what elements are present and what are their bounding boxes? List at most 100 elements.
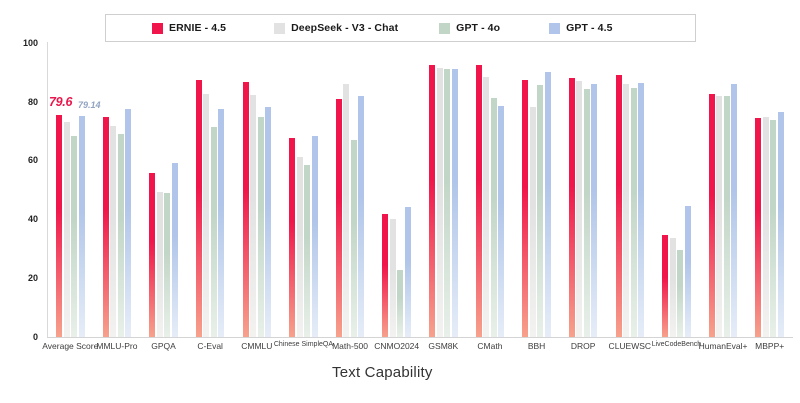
bar-GPT4o-cnmo2024	[397, 270, 404, 337]
legend: ERNIE - 4.5 DeepSeek - V3 - Chat GPT - 4…	[105, 14, 696, 42]
bar-DeepSeekV3Chat-mmlu-pro	[110, 126, 117, 337]
bar-ERNIE4.5-mmlu-pro	[102, 116, 109, 337]
bar-groups: Average Score MMLU-Pro GPQA C-Eval CMMLU Chin…	[42, 42, 793, 351]
x-tick-label: LiveCodeBench	[651, 341, 702, 348]
legend-swatch-gpt45	[549, 22, 561, 34]
bar-GPT4.5-livecodebench	[684, 205, 691, 337]
x-tick-label: MMLU-Pro	[96, 341, 138, 351]
bar-group-cluewsc: CLUEWSC	[607, 42, 654, 351]
bar-GPT4.5-bbh	[544, 71, 551, 337]
bar-GPT4o-gpqa	[164, 192, 171, 337]
bar-ERNIE4.5-average-score	[56, 114, 63, 337]
bar-ERNIE4.5-cmath	[475, 64, 482, 337]
bar-group-cmmlu: CMMLU	[234, 42, 281, 351]
y-tick-label: 80	[27, 96, 38, 107]
legend-item-gpt4o: GPT - 4o	[439, 22, 500, 34]
legend-swatch-ernie	[152, 22, 163, 34]
legend-item-ernie: ERNIE - 4.5	[152, 22, 226, 34]
bar-GPT4o-gsm8k	[444, 69, 451, 337]
bar-ERNIE4.5-bbh	[522, 79, 529, 337]
bar-DeepSeekV3Chat-cluewsc	[623, 83, 630, 337]
bar-DeepSeekV3Chat-livecodebench	[669, 237, 676, 337]
bar-DeepSeekV3Chat-gpqa	[156, 191, 163, 337]
bar-GPT4.5-math-500	[358, 95, 365, 337]
bar-ERNIE4.5-math-500	[335, 98, 342, 337]
bar-group-mmlu-pro: MMLU-Pro	[94, 42, 141, 351]
bar-GPT4.5-chinese-simpleqa	[311, 135, 318, 337]
legend-item-deepseek: DeepSeek - V3 - Chat	[274, 22, 398, 34]
legend-label-deepseek: DeepSeek - V3 - Chat	[291, 22, 399, 34]
bar-group-cnmo2024: CNMO2024	[373, 42, 420, 351]
legend-label-gpt4o: GPT - 4o	[456, 22, 501, 34]
bar-GPT4.5-humaneval-	[731, 83, 738, 337]
x-tick-label: MBPP+	[755, 341, 785, 351]
x-tick-label: C-Eval	[197, 341, 223, 351]
y-tick-label: 0	[32, 332, 38, 342]
bar-DeepSeekV3Chat-mbpp-	[762, 117, 769, 337]
legend-label-gpt45: GPT - 4.5	[566, 22, 613, 34]
bar-ERNIE4.5-gpqa	[149, 172, 156, 337]
bar-GPT4.5-average-score	[78, 116, 85, 337]
bar-GPT4o-c-eval	[210, 126, 217, 337]
x-tick-label: HumanEval+	[698, 341, 748, 351]
y-tick-label: 60	[27, 155, 38, 166]
bar-GPT4.5-mmlu-pro	[125, 109, 132, 337]
legend-item-gpt45: GPT - 4.5	[549, 22, 612, 34]
legend-label-ernie: ERNIE - 4.5	[169, 22, 227, 34]
x-tick-label: GSM8K	[428, 341, 459, 351]
bar-group-c-eval: C-Eval	[187, 42, 234, 351]
bar-GPT4.5-drop	[591, 84, 598, 337]
y-tick-label: 100	[22, 37, 38, 48]
bar-GPT4o-cmath	[490, 97, 497, 337]
x-tick-label: GPQA	[151, 341, 176, 351]
bar-ERNIE4.5-cnmo2024	[382, 213, 389, 337]
y-axis-line	[47, 42, 48, 337]
bar-GPT4.5-c-eval	[218, 108, 225, 337]
bar-DeepSeekV3Chat-cnmo2024	[389, 218, 396, 337]
bar-DeepSeekV3Chat-average-score	[63, 121, 70, 337]
bar-ERNIE4.5-mbpp-	[755, 118, 762, 337]
bar-group-drop: DROP	[560, 42, 607, 351]
bar-ERNIE4.5-c-eval	[195, 79, 202, 337]
bar-GPT4.5-cluewsc	[638, 82, 645, 337]
bar-group-cmath: CMath	[467, 42, 514, 351]
x-tick-label: Math-500	[332, 341, 369, 351]
bar-GPT4o-livecodebench	[677, 250, 684, 337]
x-tick-label: CNMO2024	[374, 341, 420, 351]
bar-GPT4o-cluewsc	[630, 87, 637, 337]
bar-DeepSeekV3Chat-bbh	[529, 106, 536, 337]
bar-ERNIE4.5-cluewsc	[615, 74, 622, 337]
x-tick-label: Chinese SimpleQA	[273, 341, 334, 348]
value-label-gpt45-average: 79.14	[78, 100, 101, 110]
bar-DeepSeekV3Chat-cmath	[483, 76, 490, 337]
bar-GPT4o-bbh	[537, 84, 544, 337]
bar-GPT4.5-cnmo2024	[404, 206, 411, 337]
legend-swatch-gpt4o	[439, 22, 451, 34]
bar-GPT4.5-gpqa	[171, 163, 178, 337]
x-tick-label: BBH	[527, 341, 546, 351]
bar-GPT4o-cmmlu	[257, 116, 264, 337]
x-tick-label: Average Score	[42, 341, 99, 351]
bar-group-gsm8k: GSM8K	[420, 42, 467, 351]
bar-GPT4o-chinese-simpleqa	[304, 165, 311, 337]
x-tick-label: CMMLU	[241, 341, 273, 351]
bar-ERNIE4.5-cmmlu	[242, 81, 249, 337]
bar-group-mbpp-: MBPP+	[746, 42, 793, 351]
x-tick-label: DROP	[570, 341, 596, 351]
bar-group-bbh: BBH	[513, 42, 560, 351]
bar-GPT4o-average-score	[71, 135, 78, 337]
x-axis-title: Text Capability	[332, 364, 433, 381]
bar-DeepSeekV3Chat-gsm8k	[436, 68, 443, 337]
bar-group-average-score: Average Score	[42, 42, 98, 351]
bar-GPT4o-math-500	[350, 140, 357, 337]
bar-GPT4.5-cmmlu	[265, 106, 272, 337]
bar-group-humaneval-: HumanEval+	[699, 42, 748, 351]
bar-GPT4o-mmlu-pro	[117, 134, 124, 337]
x-tick-label: CMath	[477, 341, 503, 351]
bar-GPT4.5-mbpp-	[777, 111, 784, 337]
bar-ERNIE4.5-drop	[568, 78, 575, 337]
bar-DeepSeekV3Chat-humaneval-	[716, 95, 723, 337]
bar-group-math-500: Math-500	[327, 42, 374, 351]
x-axis-line	[47, 337, 793, 338]
